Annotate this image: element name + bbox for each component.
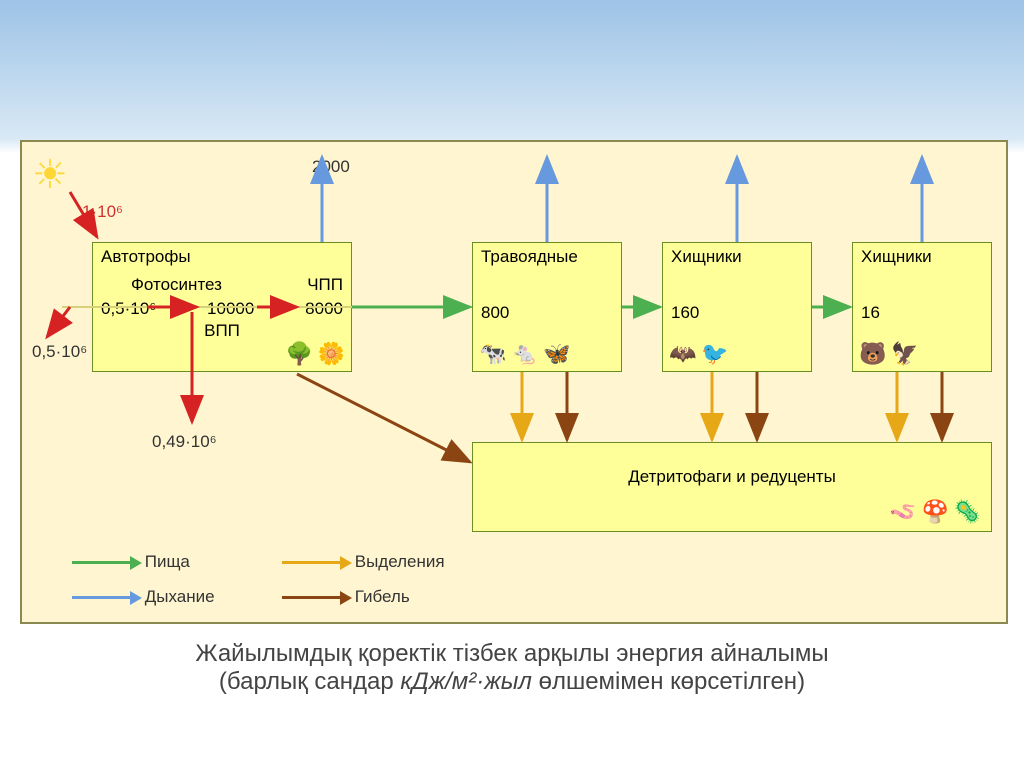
diagram-canvas: ☀ Автотрофы Фотосинтез ЧПП 0,5·10⁶ 10000… <box>20 140 1008 624</box>
autotrophs-v3: 8000 <box>305 299 343 319</box>
predators2-value: 16 <box>861 303 880 322</box>
sun-icon: ☀ <box>32 152 68 198</box>
autotrophs-v2: 10000 <box>207 299 254 319</box>
predators2-title: Хищники <box>861 247 983 267</box>
predators2-icons: 🐻 🦅 <box>859 341 919 367</box>
vpp-label: ВПП <box>204 321 240 340</box>
bat-icon: 🦇 <box>669 341 696 366</box>
predators1-value: 160 <box>671 303 699 322</box>
autotroph-resp-value: 2000 <box>312 157 350 177</box>
bacteria-icon: 🦠 <box>954 499 981 524</box>
legend-excretion: Выделения <box>282 552 445 572</box>
bear-icon: 🐻 <box>859 341 886 366</box>
herbivores-box: Травоядные 800 🐄 🐁 🦋 <box>472 242 622 372</box>
legend-respiration-text: Дыхание <box>145 587 215 606</box>
swallow-icon: 🐦 <box>701 341 728 366</box>
autotrophs-icons: 🌳 🌼 <box>285 341 345 367</box>
predators1-title: Хищники <box>671 247 803 267</box>
herbivores-title: Травоядные <box>481 247 613 267</box>
predators1-box: Хищники 160 🦇 🐦 <box>662 242 812 372</box>
arrows-svg <box>22 142 1006 622</box>
legend-food: Пища <box>72 552 190 572</box>
caption: Жайылымдық қоректік тізбек арқылы энерги… <box>0 640 1024 696</box>
photosynthesis-label: Фотосинтез <box>131 275 222 295</box>
legend-death: Гибель <box>282 587 410 607</box>
butterfly-icon: 🦋 <box>543 341 570 366</box>
legend-respiration: Дыхание <box>72 587 215 607</box>
chpp-label: ЧПП <box>307 275 343 295</box>
herbivore-icons: 🐄 🐁 🦋 <box>479 341 571 367</box>
caption-line2: (барлық сандар кДж/м²·жыл өлшемімен көрс… <box>0 668 1024 696</box>
legend-excretion-text: Выделения <box>355 552 445 571</box>
caption-line1: Жайылымдық қоректік тізбек арқылы энерги… <box>0 640 1024 668</box>
autotrophs-title: Автотрофы <box>101 247 343 267</box>
mouse-icon: 🐁 <box>511 341 538 366</box>
detritus-title: Детритофаги и редуценты <box>628 467 836 486</box>
herbivores-value: 800 <box>481 303 509 322</box>
eagle-icon: 🦅 <box>891 341 918 366</box>
legend-death-text: Гибель <box>355 587 410 606</box>
cow-icon: 🐄 <box>479 341 506 366</box>
autotrophs-v1: 0,5·10⁶ <box>101 299 156 319</box>
legend-food-text: Пища <box>145 552 190 571</box>
sun-reflect-value: 0,5·10⁶ <box>32 342 87 362</box>
predators1-icons: 🦇 🐦 <box>669 341 729 367</box>
sun-in-value: 1·10⁶ <box>82 202 123 222</box>
mushroom-icon: 🍄 <box>921 499 948 524</box>
detritus-icons: 🪱 🍄 🦠 <box>889 499 981 525</box>
autotroph-loss-value: 0,49·10⁶ <box>152 432 217 452</box>
tree-icon: 🌳 <box>285 341 312 366</box>
flower-icon: 🌼 <box>318 341 345 366</box>
predators2-box: Хищники 16 🐻 🦅 <box>852 242 992 372</box>
autotrophs-box: Автотрофы Фотосинтез ЧПП 0,5·10⁶ 10000 8… <box>92 242 352 372</box>
detritus-box: Детритофаги и редуценты 🪱 🍄 🦠 <box>472 442 992 532</box>
worm-icon: 🪱 <box>889 499 916 524</box>
